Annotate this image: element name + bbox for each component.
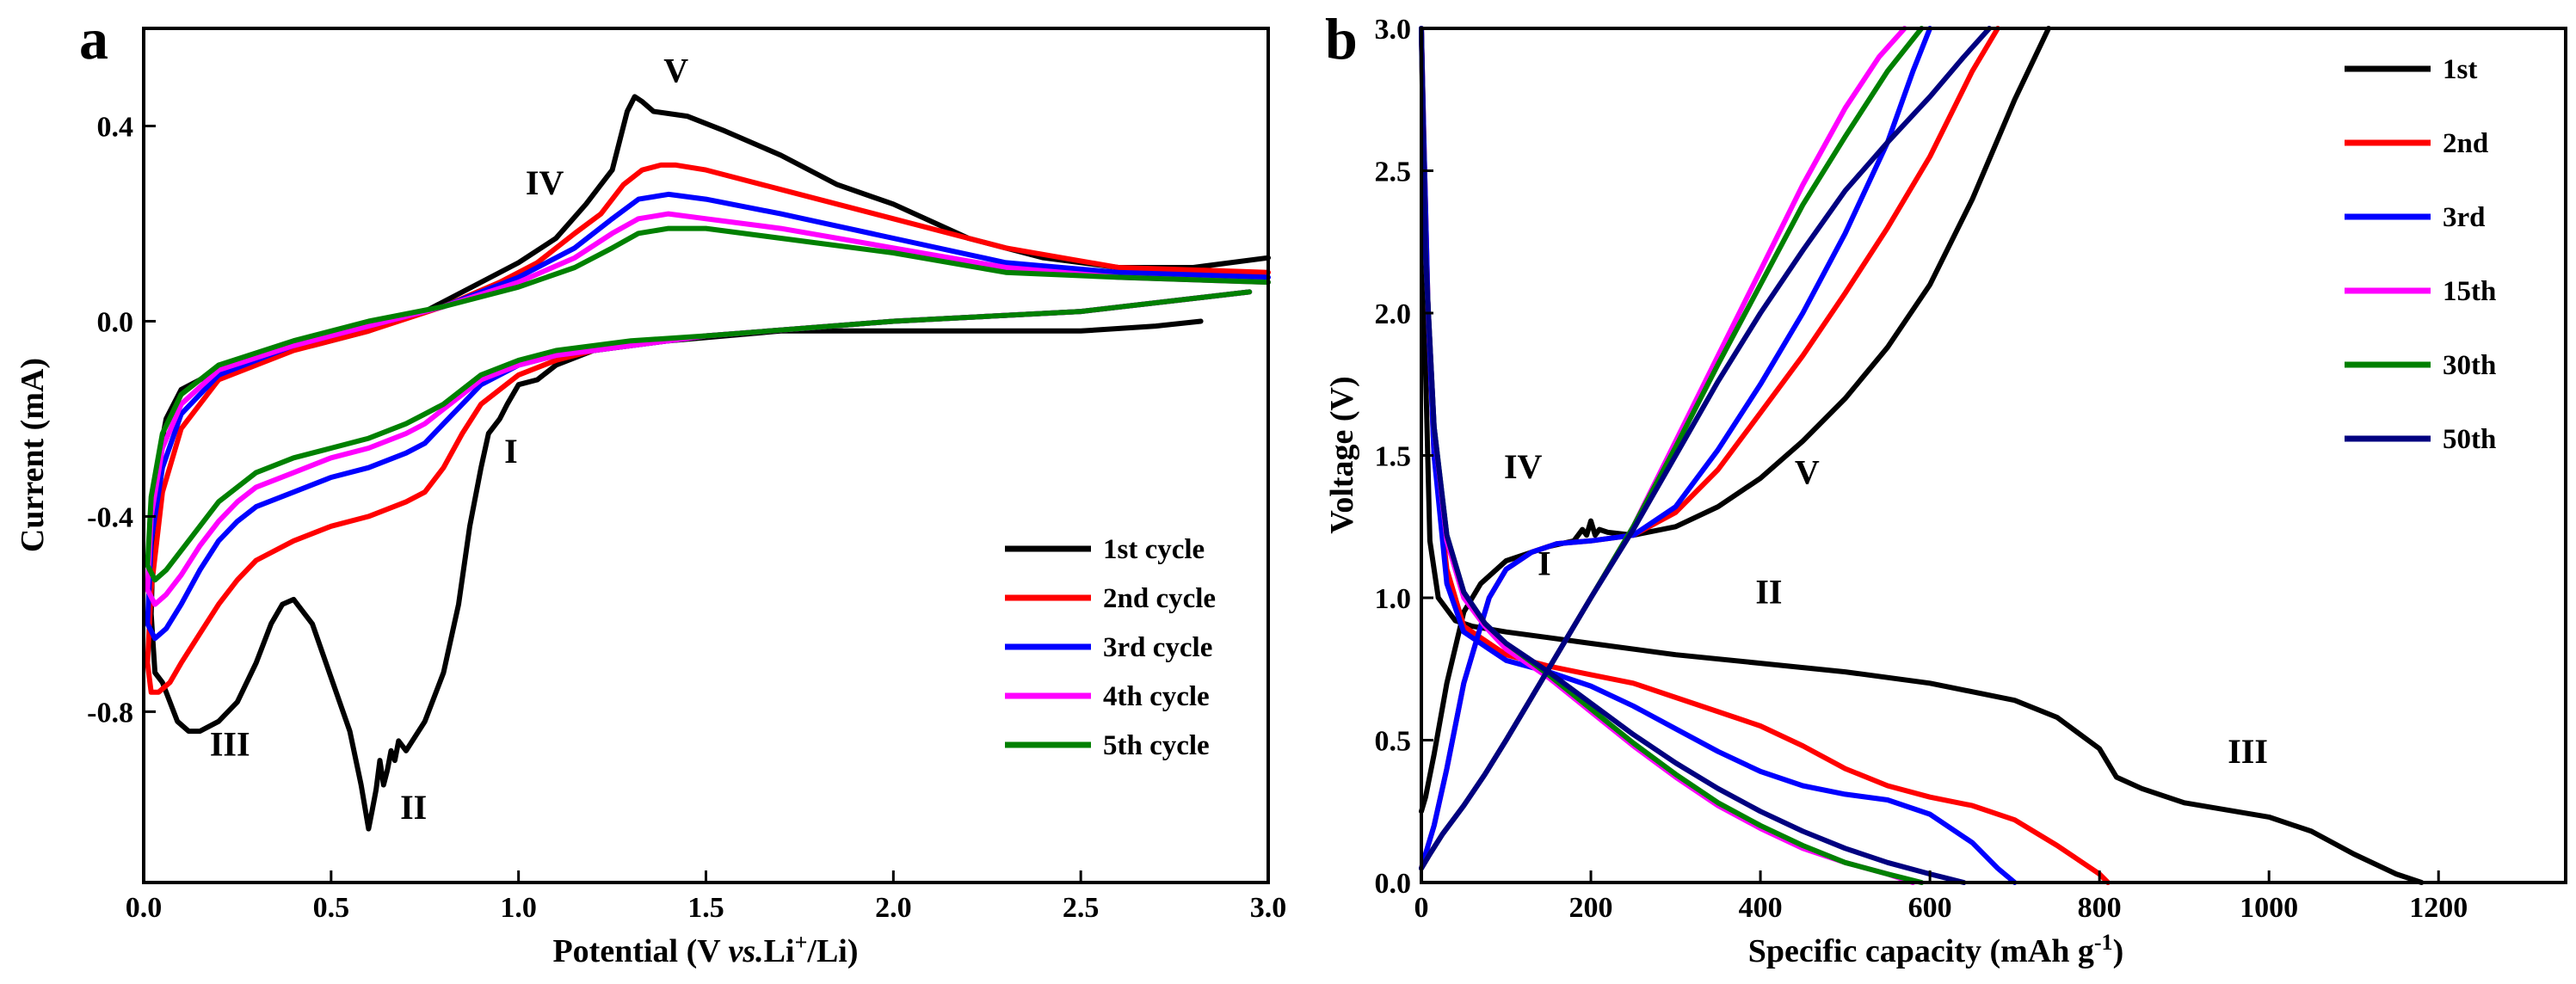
panel-a-x-tick-label: 1.5 (687, 892, 724, 924)
panel-a-x-tick-label: 2.0 (875, 892, 912, 924)
panel-b-series-group (1419, 26, 2425, 885)
panel-a-legend-label-3: 4th cycle (1103, 681, 1210, 712)
panel-b-annotation-2: II (1755, 573, 1782, 612)
panel-a-annotation-1: IV (526, 163, 564, 202)
panel-a-legend-label-0: 1st cycle (1103, 534, 1205, 565)
panel-a-y-axis-label: Current (mA) (15, 358, 51, 552)
panel-b-series-0 (1419, 26, 2425, 885)
xlabel-part: ) (2113, 933, 2124, 969)
panel-a-y-tick-label: 0.4 (97, 111, 134, 143)
panel-a-x-axis-label: Potential (V vs.Li+/Li) (552, 930, 858, 970)
panel-a-series-1 (145, 162, 1271, 695)
panel-a-y-tick-label: 0.0 (97, 306, 134, 338)
panel-b-y-tick-label: 0.5 (1375, 726, 1412, 758)
panel-b-legend-label-1: 2nd (2443, 128, 2488, 159)
panel-a-y-tick-label: -0.4 (87, 501, 133, 533)
panel-a-annotation-4: II (400, 788, 427, 827)
panel-b-legend-label-5: 50th (2443, 424, 2496, 455)
panel-b-letter: b (1325, 6, 1358, 71)
panel-b-x-tick-label: 400 (1739, 892, 1783, 924)
panel-b-y-tick-label: 3.0 (1375, 14, 1412, 46)
panel-a-letter: a (79, 6, 108, 71)
panel-a-series-3 (145, 211, 1271, 607)
xlabel-superscript: -1 (2094, 930, 2113, 955)
panel-b-series-2 (1419, 26, 2018, 885)
panel-b-y-tick-label: 2.0 (1375, 298, 1412, 330)
xlabel-part: Li (764, 933, 795, 969)
panel-b-x-axis-label: Specific capacity (mAh g-1) (1748, 930, 2123, 970)
panel-a-cyclic-voltammetry-chart: a 0.0 0.5 1.0 1.5 2.0 2.5 3.0 0.4 0.0 -0.4 -0.8 V I… (15, 6, 1286, 969)
panel-b-legend-label-4: 30th (2443, 350, 2496, 381)
panel-b-y-tick-label: 0.0 (1375, 868, 1412, 900)
panel-a-legend: 1st cycle 2nd cycle 3rd cycle 4th cycle 5th … (1005, 534, 1216, 761)
panel-b-x-tick-label: 800 (2078, 892, 2122, 924)
panel-b-series-5 (1419, 26, 1993, 885)
panel-b-y-axis-label: Voltage (V) (1324, 376, 1360, 533)
xlabel-part: vs. (729, 933, 764, 969)
panel-a-ticks: 0.0 0.5 1.0 1.5 2.0 2.5 3.0 0.4 0.0 -0.4 -0.8 (87, 111, 1286, 924)
panel-b-x-tick-label: 0 (1414, 892, 1429, 924)
panel-b-legend-label-3: 15th (2443, 276, 2496, 307)
panel-a-annotation-3: III (210, 724, 250, 763)
panel-b-legend-label-0: 1st (2443, 54, 2477, 85)
panel-b-ticks: 0 200 400 600 800 1000 1200 0.0 0.5 1.0 1.5 2.0 2.5 3… (1375, 14, 2468, 924)
panel-a-legend-label-1: 2nd cycle (1103, 583, 1216, 614)
panel-b-annotation-4: III (2228, 732, 2268, 771)
panel-a-x-tick-label: 2.5 (1063, 892, 1100, 924)
panel-a-annotation-2: I (504, 432, 518, 470)
panel-a-plot-frame (142, 27, 1270, 884)
panel-a-x-tick-label: 0.5 (313, 892, 350, 924)
panel-b-y-tick-label: 1.5 (1375, 441, 1412, 473)
panel-b-y-tick-label: 2.5 (1375, 157, 1412, 188)
panel-a-series-2 (145, 191, 1271, 642)
panel-b-annotation-0: IV (1504, 447, 1543, 486)
panel-a-x-tick-label: 3.0 (1250, 892, 1287, 924)
panel-a-legend-label-4: 5th cycle (1103, 730, 1210, 761)
panel-b-x-tick-label: 1200 (2409, 892, 2468, 924)
panel-b-plot-frame (1420, 27, 2567, 884)
panel-b-annotation-1: I (1538, 544, 1551, 583)
panel-b-x-tick-label: 1000 (2240, 892, 2298, 924)
panel-a-annotation-0: V (663, 51, 688, 89)
panel-a-series-4 (145, 225, 1271, 583)
panel-b-y-tick-label: 1.0 (1375, 583, 1412, 615)
panel-a-x-tick-label: 0.0 (126, 892, 163, 924)
panel-a-series-group (145, 94, 1271, 832)
panel-b-x-tick-label: 200 (1569, 892, 1613, 924)
panel-a-y-tick-label: -0.8 (87, 697, 133, 729)
panel-b-legend-label-2: 3rd (2443, 202, 2486, 233)
panel-b-charge-discharge-chart: b 0 200 400 600 800 1000 1200 0.0 0.5 1.0 1.5 2.0 2.… (1324, 6, 2567, 970)
panel-b-annotation-3: V (1795, 453, 1820, 492)
xlabel-part: /Li) (806, 933, 858, 969)
xlabel-part: Potential (V (552, 933, 728, 969)
panel-a-legend-label-2: 3rd cycle (1103, 632, 1212, 663)
xlabel-part: Specific capacity (mAh g (1748, 933, 2094, 969)
panel-a-x-tick-label: 1.0 (500, 892, 537, 924)
xlabel-superscript: + (795, 930, 808, 955)
panel-b-legend: 1st 2nd 3rd 15th 30th 50th (2345, 54, 2496, 455)
panel-b-x-tick-label: 600 (1908, 892, 1952, 924)
panel-a-series-0 (148, 94, 1271, 832)
